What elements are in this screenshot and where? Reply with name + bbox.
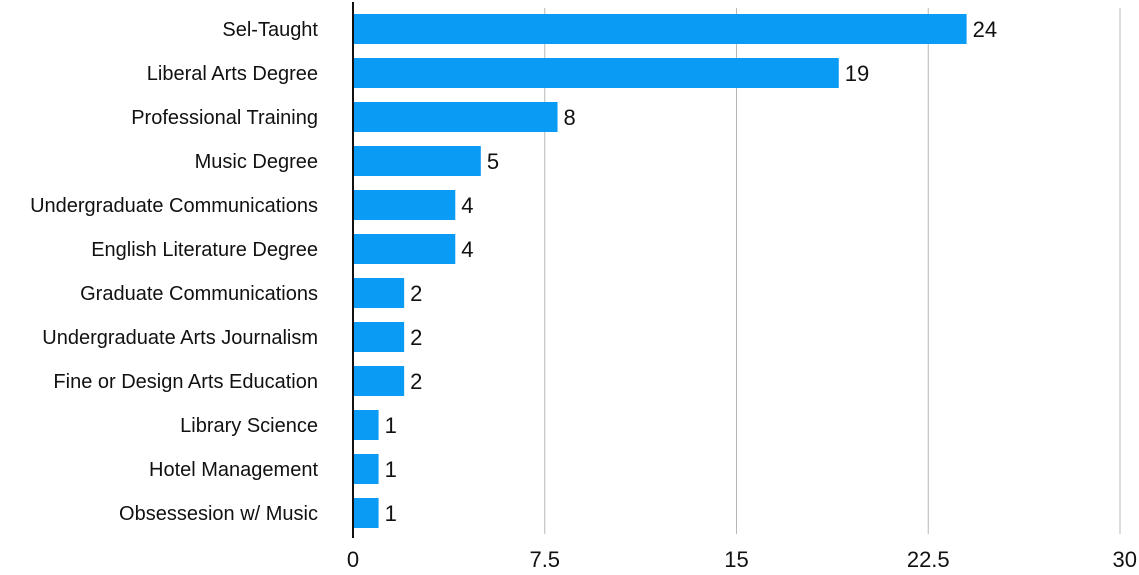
data-label: 5: [487, 149, 499, 174]
category-label: Hotel Management: [149, 459, 318, 481]
category-label: Music Degree: [195, 151, 318, 173]
data-label: 2: [410, 281, 422, 306]
data-label: 4: [461, 237, 473, 262]
x-tick-label: 30: [1113, 547, 1137, 572]
category-label: Obsessesion w/ Music: [119, 503, 318, 525]
data-label: 24: [973, 17, 997, 42]
category-label: Graduate Communications: [80, 283, 318, 305]
data-label: 4: [461, 193, 473, 218]
bars: [354, 14, 967, 528]
bar: [354, 234, 456, 264]
category-label: Fine or Design Arts Education: [53, 371, 318, 393]
category-label: Professional Training: [131, 107, 318, 129]
bar: [354, 190, 456, 220]
category-label: Library Science: [180, 415, 318, 437]
bar: [354, 278, 405, 308]
data-label: 2: [410, 369, 422, 394]
x-tick-label: 22.5: [907, 547, 950, 572]
category-label: Undergraduate Communications: [30, 195, 318, 217]
bar: [354, 102, 558, 132]
grid-lines: [544, 8, 1121, 534]
data-label: 19: [845, 61, 869, 86]
bar: [354, 146, 481, 176]
x-tick-label: 15: [724, 547, 748, 572]
bar: [354, 454, 379, 484]
bar: [354, 322, 405, 352]
x-tick-label: 7.5: [529, 547, 560, 572]
data-label: 1: [385, 457, 397, 482]
bar: [354, 498, 379, 528]
data-label: 1: [385, 501, 397, 526]
data-label: 2: [410, 325, 422, 350]
x-axis-tick-labels: 0 7.5 15 22.5 30: [347, 547, 1137, 572]
bar: [354, 366, 405, 396]
data-label: 1: [385, 413, 397, 438]
category-label: Sel-Taught: [222, 19, 318, 41]
x-tick-label: 0: [347, 547, 359, 572]
data-label: 8: [564, 105, 576, 130]
category-label: Liberal Arts Degree: [147, 63, 318, 85]
category-labels: Sel-Taught Liberal Arts Degree Professiona…: [30, 19, 318, 525]
bar: [354, 410, 379, 440]
category-label: English Literature Degree: [91, 239, 318, 261]
category-label: Undergraduate Arts Journalism: [42, 327, 318, 349]
bar: [354, 14, 967, 44]
bar: [354, 58, 839, 88]
